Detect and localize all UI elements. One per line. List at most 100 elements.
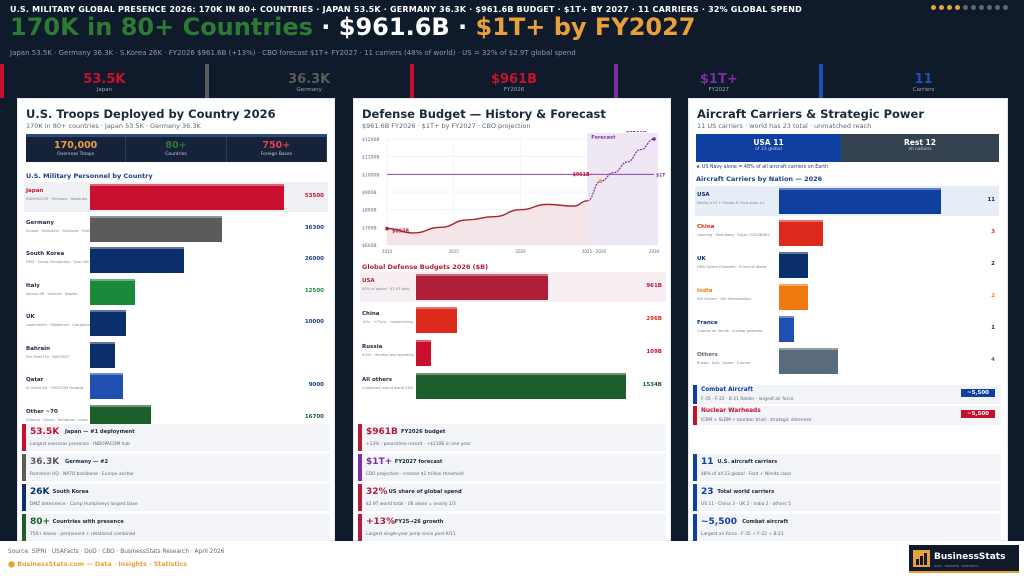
carrier-row[interactable]: India INS Vikrant · INS Vikramaditya 2: [695, 282, 999, 312]
troops-row-desc: Europe · Ramstein · Stuttgart · Grafenwö…: [26, 228, 104, 233]
troops-row[interactable]: South Korea DMZ · Camp Humphreys · Osan A…: [24, 245, 328, 275]
kpi-card: 11 Carriers: [819, 64, 1024, 98]
carrier-row[interactable]: USA Nimitz ×10 + Gerald R. Ford class ×1 1…: [695, 186, 999, 216]
troops-card-title: Countries with presence: [52, 519, 124, 525]
budget-row-value: 1534B: [642, 382, 663, 388]
x-tick-label: 2010: [382, 249, 393, 254]
budget-row[interactable]: China 10% · +7%/yr · modernizing 296B: [360, 305, 666, 335]
page-dot[interactable]: [939, 5, 944, 10]
troops-row[interactable]: Japan INDOPACOM · Okinawa · Yokosuka · Yo…: [24, 182, 328, 212]
carrier-row[interactable]: UK HMS Queen Elizabeth · Prince of Wales 2: [695, 250, 999, 280]
headline-separator: ·: [312, 13, 339, 41]
fy2026-point: [598, 179, 603, 184]
troops-row[interactable]: Italy Aviano AB · Vicenza · Naples 12500: [24, 277, 328, 307]
headline-troops: 170K in 80+ Countries: [10, 13, 313, 41]
budget-card: 32% US share of global spend $2.9T world t…: [358, 484, 666, 511]
carriers-section-title: Aircraft Carriers by Nation — 2026: [696, 175, 823, 183]
businessstats-logo[interactable]: BusinessStats DATA · INSIGHTS · STATISTI…: [909, 545, 1019, 573]
carrier-row-desc: Liaoning · Shandong · Fujian (CATOBAR): [697, 233, 769, 237]
carriers-card: 11 U.S. aircraft carriers 48% of all 23 gl…: [693, 454, 1001, 481]
troops-row[interactable]: Bahrain 5th Fleet HQ · NAVCENT: [24, 340, 328, 370]
troops-row-name: Other ~70: [26, 408, 58, 415]
troops-stat-label: Overseas Troops: [57, 152, 95, 157]
troops-card-sub: DMZ deterrence · Camp Humphreys largest …: [30, 502, 138, 507]
troops-card-value: 80+: [30, 517, 51, 527]
carriers-card: 23 Total world carriers US 11 · China 3 · …: [693, 484, 1001, 511]
carrier-row[interactable]: France Charles de Gaulle · nuclear powere…: [695, 314, 999, 344]
split-rest-sub: all nations: [908, 147, 932, 152]
troops-stat-value: 170,000: [54, 140, 98, 151]
page-dot[interactable]: [979, 5, 984, 10]
troops-row-name: Germany: [26, 219, 54, 226]
kpi-label: Carriers: [912, 87, 935, 93]
footer-source: Source: SIPRI · USAFacts · DoD · CBO · B…: [8, 549, 225, 555]
troops-row-value: 36300: [304, 224, 324, 231]
page-dot[interactable]: [947, 5, 952, 10]
page-dots[interactable]: [931, 5, 1008, 10]
end-label: $1200B: [626, 131, 647, 134]
kpi-card: $961B FY2026: [409, 64, 615, 98]
carrier-row-bar: [779, 348, 838, 374]
troops-row-desc: Aviano AB · Vicenza · Naples: [26, 291, 78, 296]
carrier-row-bar: [779, 252, 809, 278]
troops-stat-value: 750+: [262, 140, 291, 151]
troops-section-title: U.S. Military Personnel by Country: [26, 172, 153, 180]
troops-title: U.S. Troops Deployed by Country 2026: [26, 107, 276, 121]
troops-row[interactable]: Qatar Al Udeid AB · CENTCOM forward 9000: [24, 371, 328, 401]
power-title: Combat Aircraft: [701, 387, 753, 393]
page-dot[interactable]: [1003, 5, 1008, 10]
troops-stat-value: 80+: [165, 140, 187, 151]
troops-card: 53.5K Japan — #1 deployment Largest overse…: [22, 424, 330, 451]
troops-row-desc: Lakenheath · Mildenhall · Croughton: [26, 323, 92, 327]
carriers-card-value: 23: [701, 487, 714, 497]
page-dot[interactable]: [955, 5, 960, 10]
page-dot[interactable]: [971, 5, 976, 10]
budget-row[interactable]: Russia 5.8% · Ukraine war spending 109B: [360, 338, 666, 368]
budget-card: $961B FY2026 budget +13% · peacetime recor…: [358, 424, 666, 451]
carrier-row[interactable]: China Liaoning · Shandong · Fujian (CATOB…: [695, 218, 999, 248]
split-rest-title: Rest 12: [904, 138, 936, 147]
troops-row-value: 16700: [304, 413, 324, 420]
troops-row-bar: [90, 310, 127, 336]
troops-stat-label: Countries: [165, 152, 187, 157]
end-point: [652, 137, 656, 141]
troops-row-value: 26000: [304, 256, 324, 262]
page-dot[interactable]: [931, 5, 936, 10]
troops-row[interactable]: UK Lakenheath · Mildenhall · Croughton 100…: [24, 308, 328, 338]
kpi-card: $1T+ FY2027: [614, 64, 820, 98]
troops-card-sub: 750+ bases · permanent + rotational comb…: [30, 532, 136, 537]
carrier-row-desc: Russia · Italy · Japan · S.Korea: [697, 361, 751, 365]
y-tick-label: $600B: [362, 243, 377, 249]
carrier-row[interactable]: Others Russia · Italy · Japan · S.Korea 4: [695, 346, 999, 376]
budget-row[interactable]: USA 40% of global · $2.9T total 961B: [360, 272, 666, 302]
troops-stat-label: Foreign Bases: [260, 152, 293, 157]
split-usa-sub: of 23 global: [755, 147, 782, 152]
carrier-row-value: 11: [987, 197, 995, 203]
troops-stat-strip: 170,000 Overseas Troops 80+ Countries 750+ Fo…: [26, 134, 327, 162]
troops-row[interactable]: Germany Europe · Ramstein · Stuttgart · G…: [24, 214, 328, 244]
carriers-title: Aircraft Carriers & Strategic Power: [697, 107, 925, 121]
budget-row[interactable]: All others Combined rest of world 53% 1534…: [360, 371, 666, 401]
carrier-row-desc: HMS Queen Elizabeth · Prince of Wales: [697, 265, 767, 269]
troops-card-value: 36.3K: [30, 457, 60, 467]
budget-card-value: 32%: [366, 487, 388, 497]
budget-row-bar: [416, 307, 457, 333]
troops-row-bar: [90, 341, 116, 368]
page-dot[interactable]: [987, 5, 992, 10]
x-tick-label: 2025 · 2026: [582, 249, 607, 254]
budget-card: +13% FY25→26 growth Largest single-year ju…: [358, 514, 666, 541]
budget-card-sub: Largest single-year jump since post-9/11: [366, 532, 456, 537]
footer-brand-link[interactable]: ⬤ BusinessStats.com — Data · Insights · …: [8, 561, 188, 568]
split-usa: USA 11 of 23 global: [696, 134, 841, 162]
fy2026-label: $961B: [573, 172, 590, 178]
troops-row-desc: DMZ · Camp Humphreys · Osan AB: [26, 260, 89, 264]
y-tick-label: $1100B: [362, 155, 379, 161]
budget-line-chart: Forecast $1200B $1100B $1000B $900B $800B $700…: [362, 131, 666, 254]
page-dot[interactable]: [995, 5, 1000, 10]
page-dot[interactable]: [963, 5, 968, 10]
troops-row-name: Japan: [26, 188, 44, 194]
power-sub: F-35 · F-22 · B-21 Raider · largest air …: [701, 397, 794, 402]
troops-card-title: Japan — #1 deployment: [65, 429, 135, 435]
budget-row-name: USA: [362, 278, 375, 284]
carrier-row-name: UK: [697, 256, 706, 262]
